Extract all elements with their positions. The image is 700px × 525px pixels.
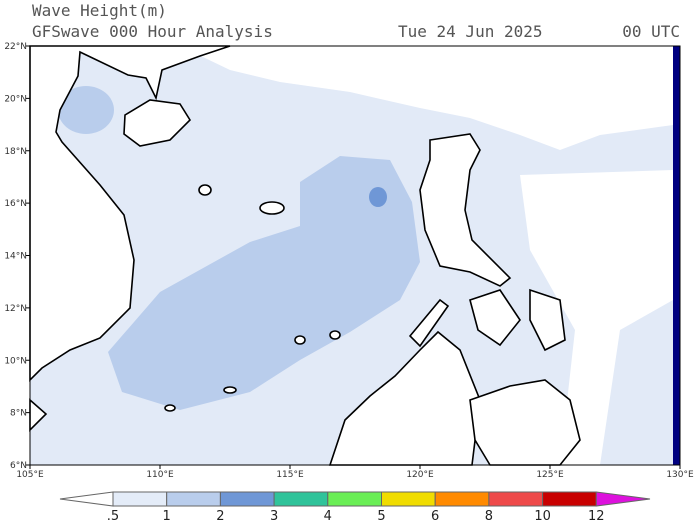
lat-label: 20°N (4, 94, 27, 104)
mainland (29, 45, 231, 382)
colorbar-box (219, 491, 275, 507)
time: 00 UTC (622, 22, 680, 41)
title: Wave Height(m) (32, 1, 167, 20)
colorbar-label: 5 (377, 509, 385, 524)
colorbar-label: 12 (588, 509, 605, 524)
colorbar-arrow (59, 491, 114, 507)
island (223, 386, 237, 394)
island (469, 379, 581, 466)
lon-label: 130°E (666, 470, 694, 480)
island (419, 133, 512, 287)
lat-label: 16°N (4, 199, 27, 209)
island (408, 298, 450, 348)
colorbar-box (273, 491, 329, 507)
lon-label: 110°E (146, 470, 174, 480)
colorbar-label: 4 (324, 509, 332, 524)
calm-area (520, 170, 673, 465)
lon-label: 125°E (536, 470, 564, 480)
colorbar-box (327, 491, 382, 507)
colorbar-label: 3 (270, 509, 278, 524)
lon-label: 120°E (406, 470, 434, 480)
wave-zone (58, 86, 114, 134)
colorbar-box (112, 491, 168, 507)
colorbar-label: 6 (431, 509, 439, 524)
colorbar-box (381, 491, 436, 507)
colorbar-box (434, 491, 490, 507)
lat-label: 12°N (4, 304, 27, 314)
lat-label: 22°N (4, 42, 27, 52)
calm-area (180, 46, 673, 150)
edge-bar (673, 46, 680, 465)
subtitle: GFSwave 000 Hour Analysis (32, 22, 273, 41)
island (294, 335, 306, 345)
colorbar-label: .5 (107, 509, 119, 524)
island (259, 201, 285, 215)
colorbar-box (488, 491, 544, 507)
colorbar-label: 10 (534, 509, 551, 524)
wave-zone (108, 156, 420, 410)
date: Tue 24 Jun 2025 (398, 22, 543, 41)
island (198, 184, 212, 196)
island (529, 288, 566, 352)
colorbar-box (166, 491, 221, 507)
colorbar-arrow (595, 491, 651, 507)
lat-label: 10°N (4, 356, 27, 366)
colorbar-label: 2 (216, 509, 224, 524)
wave-zone (369, 187, 387, 207)
island (469, 289, 521, 347)
colorbar-box (542, 491, 597, 507)
lat-label: 6°N (10, 461, 27, 471)
colorbar-label: 8 (485, 509, 493, 524)
lon-label: 115°E (276, 470, 304, 480)
lat-label: 8°N (10, 409, 27, 419)
lon-label: 105°E (16, 470, 44, 480)
lat-label: 18°N (4, 147, 27, 157)
map (29, 45, 681, 466)
colorbar-label: 1 (163, 509, 171, 524)
island (329, 330, 341, 340)
island (123, 99, 192, 147)
lat-label: 14°N (4, 252, 27, 262)
island (164, 404, 176, 412)
